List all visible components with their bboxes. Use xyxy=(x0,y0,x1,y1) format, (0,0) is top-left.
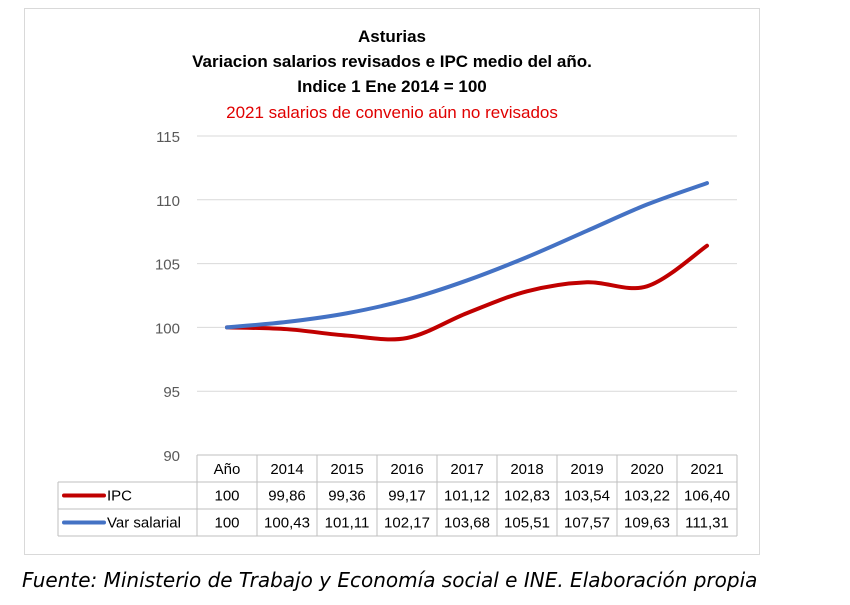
table-data-cell: 111,31 xyxy=(685,515,729,532)
chart-frame xyxy=(24,8,760,555)
chart-subtitle: 2021 salarios de convenio aún no revisad… xyxy=(226,103,558,122)
series-line-ipc xyxy=(225,243,709,342)
table-data-cell: 99,17 xyxy=(388,488,426,505)
y-tick-label: 100 xyxy=(155,320,180,337)
table-data-cell: 100,43 xyxy=(264,515,310,532)
table-header-cell: 2020 xyxy=(630,461,663,478)
table-data-cell: 99,86 xyxy=(268,488,306,505)
table-data-cell: 101,12 xyxy=(444,488,490,505)
table-data-cell: 99,36 xyxy=(328,488,366,505)
table-data-cell: 102,83 xyxy=(504,488,550,505)
chart-title-line-2: Variacion salarios revisados e IPC medio… xyxy=(192,52,592,71)
table-header-cell: Año xyxy=(214,461,241,478)
y-tick-label: 95 xyxy=(163,384,180,401)
y-tick-label: 115 xyxy=(156,129,180,146)
table-header-cell: 2014 xyxy=(270,461,303,478)
table-data-cell: 107,57 xyxy=(564,515,610,532)
table-data-cell: 103,22 xyxy=(624,488,670,505)
table-data-cell: 100 xyxy=(214,488,239,505)
table-header-cell: 2018 xyxy=(510,461,543,478)
y-tick-label: 90 xyxy=(163,448,180,465)
table-data-cell: 101,11 xyxy=(325,515,370,532)
table-data-cell: 103,68 xyxy=(444,515,490,532)
chart-title-line-1: Asturias xyxy=(357,27,427,46)
table-data-cell: 102,17 xyxy=(384,515,430,532)
table-header-cell: 2016 xyxy=(390,461,423,478)
series-line-var-salarial xyxy=(225,181,709,330)
y-tick-label: 105 xyxy=(155,257,180,274)
table-data-cell: 103,54 xyxy=(564,488,610,505)
source-note: Fuente: Ministerio de Trabajo y Economía… xyxy=(22,568,758,592)
table-data-cell: 105,51 xyxy=(504,515,550,532)
table-header-cell: 2019 xyxy=(570,461,603,478)
legend-label-var-salarial: Var salarial xyxy=(107,515,181,532)
table-data-cell: 106,40 xyxy=(684,488,730,505)
y-tick-label: 110 xyxy=(156,193,180,210)
table-header-cell: 2017 xyxy=(450,461,483,478)
table-data-cell: 100 xyxy=(214,515,239,532)
table-data-cell: 109,63 xyxy=(624,515,670,532)
chart-title-line-3: Indice 1 Ene 2014 = 100 xyxy=(297,77,487,96)
table-header-cell: 2021 xyxy=(690,461,723,478)
table-header-cell: 2015 xyxy=(330,461,363,478)
legend-label-ipc: IPC xyxy=(107,488,132,505)
